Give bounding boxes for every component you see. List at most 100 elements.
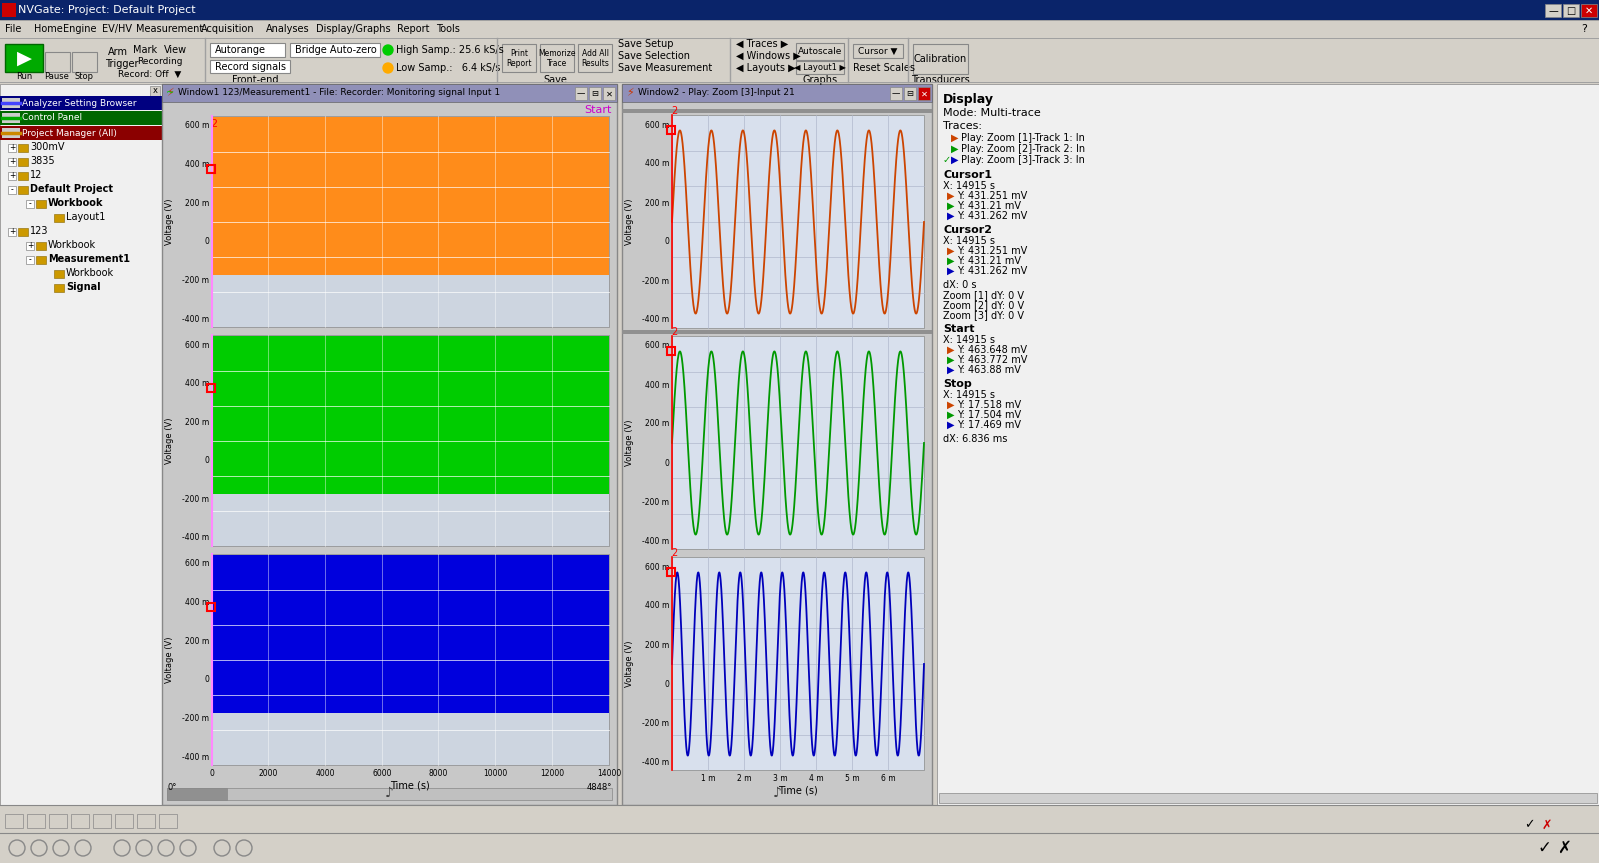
Text: 200 m: 200 m — [644, 640, 668, 650]
Bar — [18, 158, 29, 166]
Text: -200 m: -200 m — [182, 494, 209, 504]
Text: Workbook: Workbook — [48, 240, 96, 250]
Bar — [672, 336, 924, 549]
Text: 200 m: 200 m — [185, 418, 209, 426]
Text: Layout1: Layout1 — [66, 212, 106, 222]
Text: 2: 2 — [672, 327, 676, 337]
Text: 0: 0 — [205, 676, 209, 684]
Bar — [93, 814, 110, 828]
Text: Zoom [2] dY: 0 V: Zoom [2] dY: 0 V — [943, 300, 1023, 310]
Text: ✕: ✕ — [1585, 6, 1593, 16]
Text: 0: 0 — [209, 768, 214, 778]
Text: Control Panel: Control Panel — [22, 114, 82, 123]
Bar — [796, 61, 844, 74]
Text: Transducers: Transducers — [910, 75, 969, 85]
Text: -200 m: -200 m — [182, 714, 209, 723]
Text: Voltage (V): Voltage (V) — [166, 418, 174, 464]
Bar — [26, 242, 34, 250]
Text: ✗: ✗ — [1541, 818, 1553, 831]
Text: ⚡: ⚡ — [166, 88, 174, 98]
Text: Window1 123/Measurement1 - File: Recorder: Monitoring signal Input 1: Window1 123/Measurement1 - File: Recorde… — [177, 89, 500, 98]
Bar — [1581, 4, 1597, 17]
Bar — [0, 84, 1599, 805]
Text: Record: Off  ▼: Record: Off ▼ — [118, 70, 181, 79]
Text: 400 m: 400 m — [644, 160, 668, 168]
Text: ▶: ▶ — [947, 365, 955, 375]
Text: ▶: ▶ — [947, 266, 955, 276]
Text: 400 m: 400 m — [184, 598, 209, 607]
Bar — [576, 87, 587, 100]
Text: 0: 0 — [664, 237, 668, 247]
Bar — [70, 814, 90, 828]
Bar — [0, 126, 161, 140]
Text: Acquisition: Acquisition — [201, 24, 254, 34]
Text: Save Measurement: Save Measurement — [617, 63, 712, 73]
Bar — [2, 113, 21, 123]
Text: ✗: ✗ — [1557, 839, 1570, 857]
Text: 2: 2 — [211, 119, 217, 129]
Bar — [161, 84, 617, 805]
Text: 300mV: 300mV — [30, 142, 64, 152]
Text: -: - — [29, 255, 32, 264]
Text: Cursor ▼: Cursor ▼ — [859, 47, 897, 55]
Text: Analyzer Setting Browser: Analyzer Setting Browser — [22, 98, 136, 108]
Text: X: 14915 s: X: 14915 s — [943, 390, 995, 400]
Circle shape — [53, 840, 69, 856]
Text: Stop: Stop — [943, 379, 972, 389]
Bar — [115, 814, 133, 828]
Text: Play: Zoom [2]-Track 2: In: Play: Zoom [2]-Track 2: In — [961, 144, 1086, 154]
Text: dX: 6.836 ms: dX: 6.836 ms — [943, 434, 1007, 444]
Text: ⊟: ⊟ — [907, 90, 913, 98]
Text: ▶: ▶ — [947, 345, 955, 355]
Bar — [937, 84, 1599, 805]
Text: Start: Start — [943, 324, 974, 334]
Text: X: 14915 s: X: 14915 s — [943, 335, 995, 345]
Text: 12000: 12000 — [540, 768, 564, 778]
Bar — [0, 111, 161, 125]
Text: X: 14915 s: X: 14915 s — [943, 181, 995, 191]
Text: 6 m: 6 m — [881, 773, 895, 783]
Text: Signal: Signal — [66, 282, 101, 292]
Text: Recording: Recording — [138, 58, 182, 66]
Text: ▶: ▶ — [951, 155, 958, 165]
Bar — [50, 814, 67, 828]
Text: □: □ — [1567, 6, 1575, 16]
Text: Mode: Multi-trace: Mode: Multi-trace — [943, 108, 1041, 118]
Text: -400 m: -400 m — [182, 533, 209, 543]
Text: +: + — [10, 158, 14, 167]
Text: Analyses: Analyses — [265, 24, 310, 34]
Text: ◀ Windows ▶: ◀ Windows ▶ — [736, 51, 801, 61]
Text: Voltage (V): Voltage (V) — [166, 637, 174, 683]
Bar — [540, 44, 574, 72]
Bar — [502, 44, 536, 72]
Text: Arm: Arm — [109, 47, 128, 57]
Text: -200 m: -200 m — [182, 276, 209, 285]
Circle shape — [237, 840, 253, 856]
Text: 12: 12 — [30, 170, 43, 180]
Text: Y: 17.518 mV: Y: 17.518 mV — [956, 400, 1022, 410]
Bar — [913, 44, 967, 74]
Circle shape — [30, 840, 46, 856]
Text: ▶: ▶ — [947, 256, 955, 266]
Text: Display: Display — [943, 92, 995, 105]
Text: Play: Zoom [3]-Track 3: In: Play: Zoom [3]-Track 3: In — [961, 155, 1084, 165]
Text: Autoscale: Autoscale — [798, 47, 843, 56]
Text: ▶: ▶ — [947, 246, 955, 256]
Text: Voltage (V): Voltage (V) — [625, 419, 635, 466]
Bar — [2, 3, 16, 17]
Text: 600 m: 600 m — [184, 122, 209, 130]
Bar — [1562, 4, 1578, 17]
Text: Front-end: Front-end — [232, 75, 278, 85]
Text: 2: 2 — [672, 548, 676, 558]
Bar — [213, 555, 609, 713]
Text: Pause: Pause — [45, 72, 69, 81]
Text: ⊟: ⊟ — [592, 90, 598, 98]
Bar — [588, 87, 601, 100]
Text: 0: 0 — [205, 457, 209, 465]
Circle shape — [136, 840, 152, 856]
Text: 200 m: 200 m — [185, 637, 209, 646]
Bar — [206, 384, 214, 392]
Bar — [54, 270, 64, 278]
Text: ▶: ▶ — [947, 211, 955, 221]
Text: Trace: Trace — [547, 60, 568, 68]
